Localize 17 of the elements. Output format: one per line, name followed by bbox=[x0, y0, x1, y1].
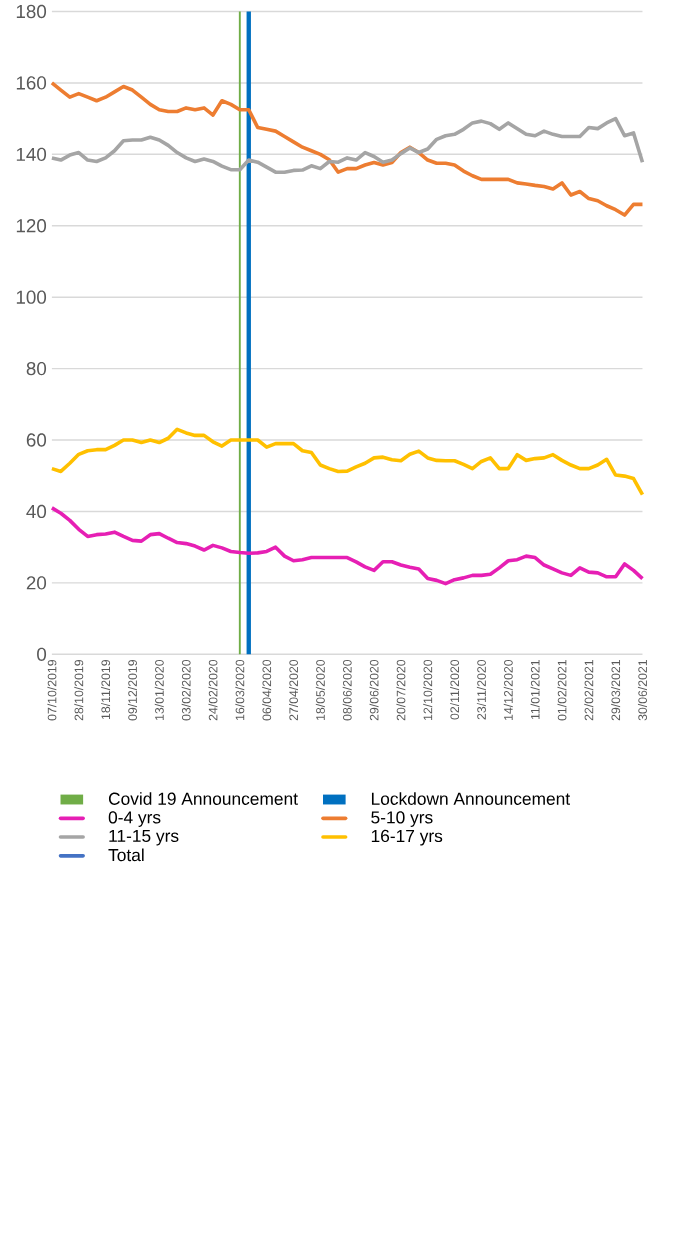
y-tick-label: 180 bbox=[16, 4, 47, 19]
legend-label: 11-15 yrs bbox=[109, 829, 179, 846]
y-tick-label: 80 bbox=[26, 361, 47, 376]
y-tick-label: 120 bbox=[16, 219, 47, 233]
y-tick-label: 140 bbox=[16, 147, 47, 161]
y-tick-label: 100 bbox=[16, 290, 47, 304]
y-tick-label: 40 bbox=[26, 504, 47, 519]
y-tick-label: 20 bbox=[26, 576, 47, 590]
legend-label: 5-10 yrs bbox=[371, 811, 433, 827]
y-tick-label: 160 bbox=[16, 76, 47, 90]
legend-label: Total bbox=[108, 848, 144, 862]
y-tick-label: 60 bbox=[26, 433, 47, 447]
y-tick-label: 0 bbox=[37, 647, 47, 661]
legend-label: 16-17 yrs bbox=[371, 829, 443, 846]
legend-label: Covid 19 Announcement bbox=[108, 792, 298, 805]
legend-label: Lockdown Announcement bbox=[372, 792, 571, 805]
legend-label: 0-4 yrs bbox=[108, 811, 161, 827]
